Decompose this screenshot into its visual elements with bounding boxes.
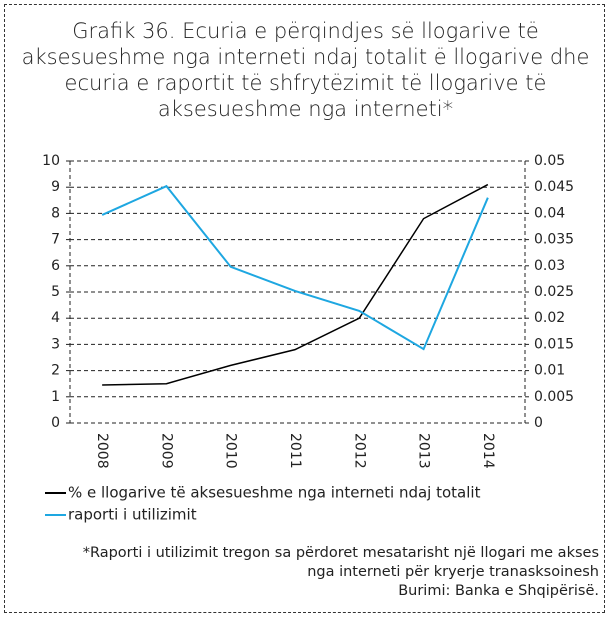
legend-label: % e llogarive të aksesueshme nga interne… [68,484,481,502]
chart-title: Grafik 36. Ecuria e përqindjes së llogar… [21,19,590,121]
y-tick-label: 10 [42,153,60,169]
x-tick-label: 2010 [223,433,239,469]
y-tick-label: 6 [51,258,60,274]
notes: *Raporti i utilizimit tregon sa përdoret… [59,544,599,601]
x-tick-label: 2014 [480,433,496,469]
y2-tick-label: 0.04 [534,205,565,221]
x-tick-label: 2009 [158,433,174,469]
y2-tick-label: 0.035 [534,232,574,248]
y2-tick-label: 0.05 [534,153,565,169]
y2-tick-label: 0.015 [534,336,574,352]
line-series [102,183,489,386]
x-tick-label: 2008 [94,433,110,469]
frame [4,4,605,613]
source: Burimi: Banka e Shqipërisë. [398,583,599,599]
y-tick-label: 0 [51,415,60,431]
note: *Raporti i utilizimit tregon sa përdoret… [82,545,599,580]
line-series [101,184,489,351]
y-tick-label: 5 [51,284,60,300]
y-tick-label: 2 [51,363,60,379]
y-tick-label: 3 [51,336,60,352]
x-tick-label: 2013 [416,433,432,469]
legend-label: raporti i utilizimit [68,506,197,524]
y-tick-label: 7 [51,232,60,248]
y-tick-label: 9 [51,179,60,195]
y2-tick-label: 0 [534,415,543,431]
y-tick-label: 1 [51,389,60,405]
y2-tick-label: 0.025 [534,284,574,300]
y2-tick-label: 0.02 [534,310,565,326]
y2-tick-label: 0.01 [534,363,565,379]
y2-tick-label: 0.005 [534,389,574,405]
x-tick-label: 2012 [351,433,367,469]
title-box: Grafik 36. Ecuria e përqindjes së llogar… [0,18,611,122]
y2-tick-label: 0.045 [534,179,574,195]
x-tick-label: 2011 [287,433,303,469]
y2-tick-label: 0.03 [534,258,565,274]
y-tick-label: 4 [51,310,60,326]
y-tick-label: 8 [51,205,60,221]
